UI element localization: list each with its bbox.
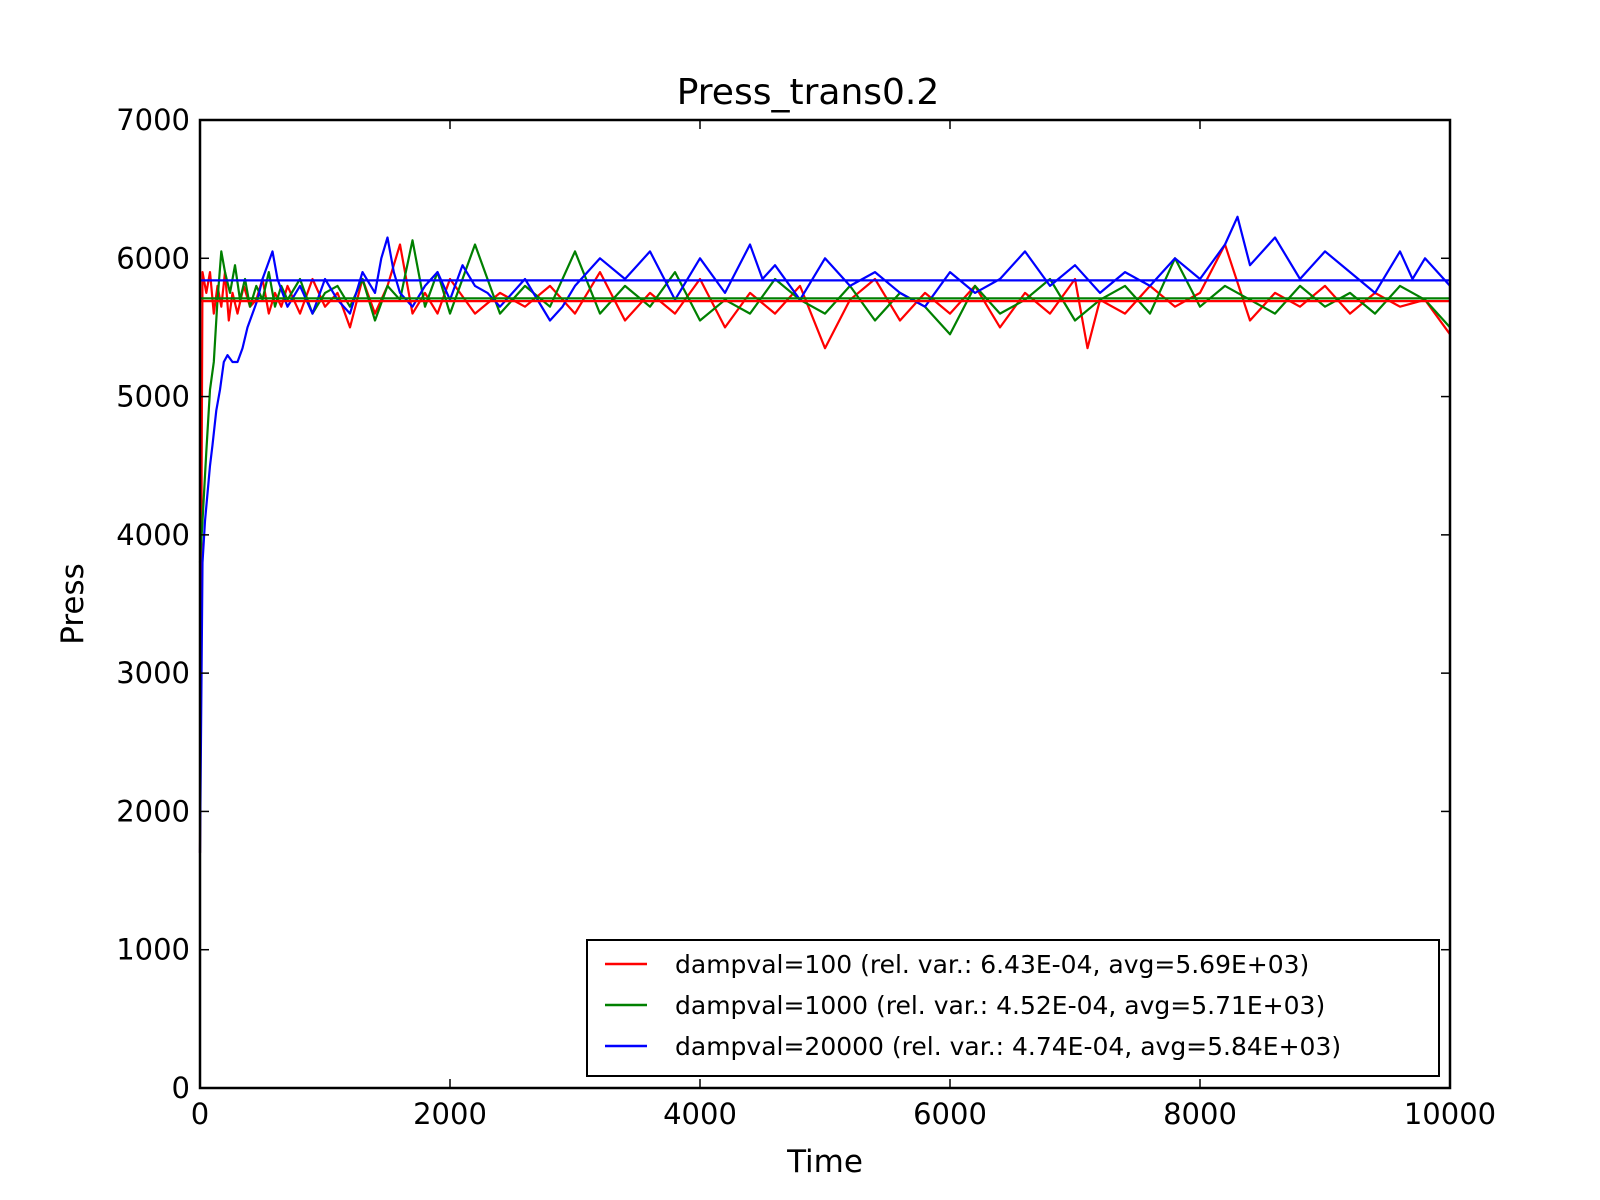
x-tick-label: 2000 bbox=[413, 1097, 487, 1131]
x-axis-title: Time bbox=[786, 1144, 863, 1180]
y-tick-label: 0 bbox=[172, 1071, 190, 1105]
chart-title: Press_trans0.2 bbox=[677, 72, 940, 113]
y-tick-label: 2000 bbox=[116, 794, 190, 828]
x-tick-label: 8000 bbox=[1163, 1097, 1237, 1131]
x-tick-label: 4000 bbox=[663, 1097, 737, 1131]
legend-label-1: dampval=100 (rel. var.: 6.43E-04, avg=5.… bbox=[675, 950, 1309, 979]
y-tick-label: 6000 bbox=[116, 241, 190, 275]
series-line-3 bbox=[198, 215, 1451, 853]
axis-ticks: 0 2000 4000 6000 8000 10000 0 1000 2000 3000 4000 5… bbox=[116, 103, 1496, 1131]
y-tick-label: 7000 bbox=[116, 103, 190, 137]
axes-frame bbox=[198, 118, 1452, 1090]
legend-label-3: dampval=20000 (rel. var.: 4.74E-04, avg=… bbox=[675, 1032, 1341, 1061]
legend: dampval=100 (rel. var.: 6.43E-04, avg=5.… bbox=[586, 939, 1440, 1077]
x-tick-label: 10000 bbox=[1404, 1097, 1496, 1131]
y-tick-label: 3000 bbox=[116, 656, 190, 690]
y-tick-label: 5000 bbox=[116, 380, 190, 414]
y-axis-title: Press bbox=[55, 563, 91, 645]
x-tick-label: 6000 bbox=[913, 1097, 987, 1131]
legend-label-2: dampval=1000 (rel. var.: 4.52E-04, avg=5… bbox=[675, 991, 1325, 1020]
y-tick-label: 1000 bbox=[116, 933, 190, 967]
legend-box bbox=[586, 939, 1440, 1077]
y-tick-label: 4000 bbox=[116, 518, 190, 552]
plot-area bbox=[198, 215, 1451, 853]
x-tick-label: 0 bbox=[191, 1097, 209, 1131]
